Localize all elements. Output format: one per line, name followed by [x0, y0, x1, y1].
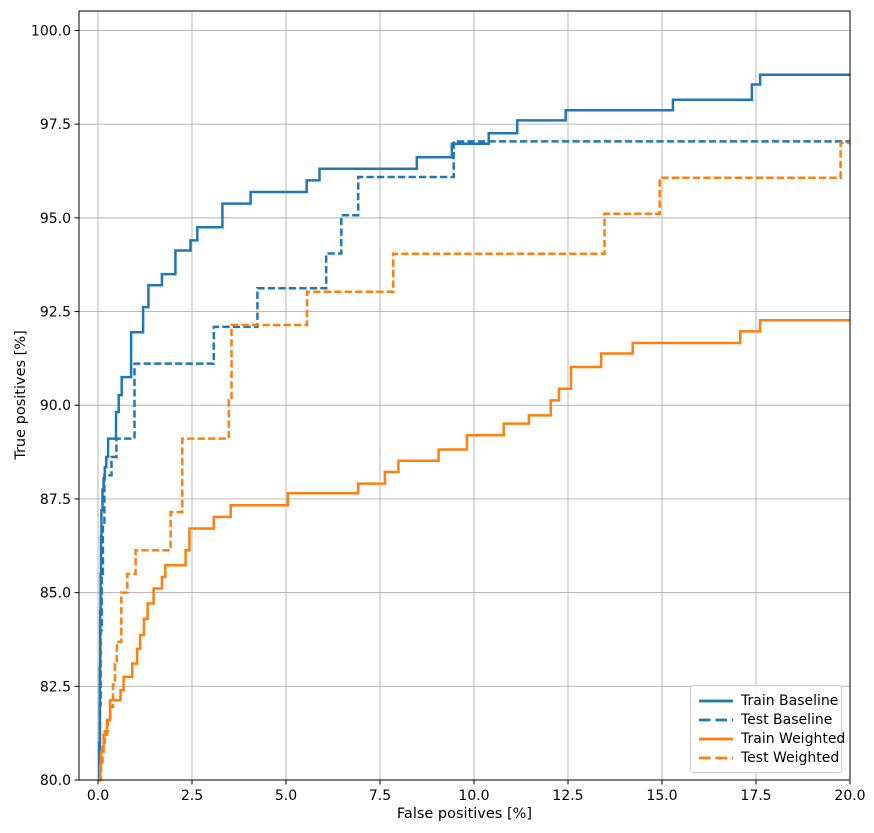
- y-tick-label: 95.0: [40, 211, 71, 227]
- x-tick-label: 10.0: [458, 788, 489, 804]
- x-axis-label: False positives [%]: [396, 806, 533, 822]
- legend-item-test-baseline: Test Baseline: [699, 713, 833, 727]
- legend: Train Baseline Test Baseline Train Weigh…: [690, 685, 845, 773]
- y-axis-label: True positives [%]: [13, 330, 29, 460]
- legend-label-train-weighted: Train Weighted: [741, 730, 846, 747]
- series-train-weighted: [98, 318, 850, 782]
- y-tick-label: 97.5: [40, 117, 71, 133]
- tick-labels: 0.0 2.5 5.0 7.5 10.0 12.5 15.0 17.5 20.0 80.0 82.5…: [31, 23, 866, 804]
- axes-frame: [74, 10, 851, 785]
- series-curves: [97, 73, 850, 782]
- x-tick-label: 15.0: [646, 788, 677, 804]
- legend-item-test-weighted: Test Weighted: [699, 751, 839, 765]
- y-tick-label: 100.0: [31, 23, 71, 39]
- y-tick-label: 87.5: [40, 492, 71, 508]
- legend-label-test-baseline: Test Baseline: [741, 711, 833, 728]
- x-tick-label: 7.5: [369, 788, 391, 804]
- plot-border: [78, 10, 851, 781]
- x-tick-label: 0.0: [87, 788, 109, 804]
- y-tick-label: 92.5: [40, 305, 71, 321]
- series-test-baseline: [98, 140, 850, 782]
- legend-item-train-baseline: Train Baseline: [699, 694, 838, 708]
- legend-line-train-weighted-icon: [699, 737, 733, 740]
- legend-line-train-baseline-icon: [699, 699, 733, 702]
- y-tick-label: 85.0: [40, 586, 71, 602]
- series-test-weighted: [98, 141, 850, 782]
- legend-line-test-baseline-icon: [699, 718, 733, 721]
- x-tick-label: 5.0: [275, 788, 297, 804]
- x-tick-label: 12.5: [552, 788, 583, 804]
- legend-label-train-baseline: Train Baseline: [741, 692, 839, 709]
- x-tick-label: 17.5: [740, 788, 771, 804]
- legend-line-test-weighted-icon: [699, 756, 733, 759]
- legend-label-test-weighted: Test Weighted: [741, 749, 840, 766]
- x-tick-label: 20.0: [834, 788, 865, 804]
- grid-lines: [79, 11, 851, 781]
- y-tick-label: 80.0: [40, 773, 71, 789]
- series-train-baseline: [97, 73, 850, 782]
- legend-item-train-weighted: Train Weighted: [699, 732, 845, 746]
- x-tick-label: 2.5: [181, 788, 203, 804]
- y-tick-label: 82.5: [40, 679, 71, 695]
- y-tick-label: 90.0: [40, 398, 71, 414]
